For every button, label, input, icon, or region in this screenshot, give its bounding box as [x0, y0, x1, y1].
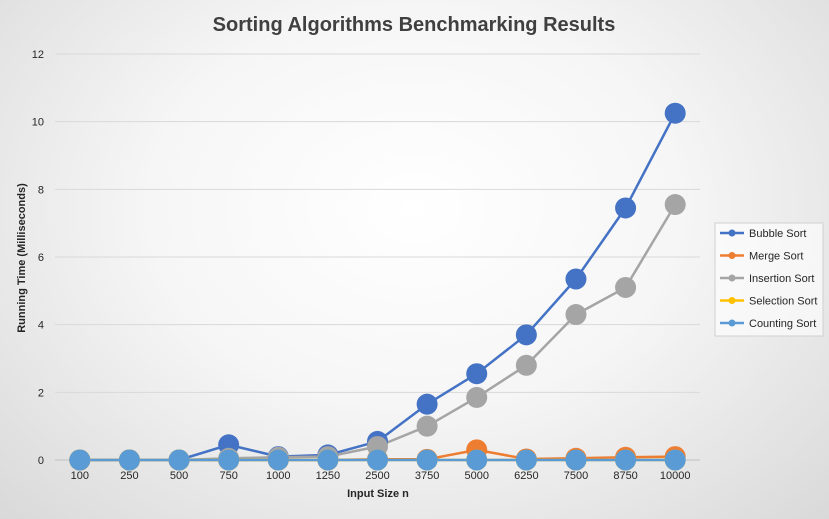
data-point-bubble-sort — [615, 197, 637, 219]
data-point-counting-sort — [168, 449, 190, 471]
series-line-bubble-sort — [79, 112, 677, 462]
legend-label-counting-sort: Counting Sort — [749, 318, 816, 330]
data-point-bubble-sort — [515, 324, 537, 346]
x-tick-label: 2500 — [365, 470, 389, 482]
data-point-insertion-sort — [615, 276, 637, 298]
y-tick-label: 4 — [38, 320, 44, 332]
y-tick-label: 12 — [32, 49, 44, 61]
data-point-bubble-sort — [565, 268, 587, 290]
legend-label-insertion-sort: Insertion Sort — [749, 273, 814, 285]
series-lines — [79, 112, 677, 462]
data-point-counting-sort — [367, 449, 388, 471]
series-points — [69, 102, 686, 471]
data-point-counting-sort — [69, 449, 91, 471]
y-tick-label: 2 — [38, 387, 44, 399]
y-tick-label: 6 — [38, 252, 44, 264]
legend-label-selection-sort: Selection Sort — [749, 296, 817, 308]
legend-label-bubble-sort: Bubble Sort — [749, 228, 806, 240]
data-point-bubble-sort — [416, 393, 438, 415]
data-point-bubble-sort — [466, 363, 488, 385]
x-tick-label: 6250 — [514, 470, 538, 482]
x-tick-label: 1000 — [266, 470, 290, 482]
data-point-insertion-sort — [515, 354, 537, 376]
data-point-insertion-sort — [466, 386, 488, 408]
legend-marker-selection-sort — [728, 297, 736, 304]
gridlines — [55, 53, 700, 461]
x-axis-ticks: 100 250 500 750 1000 1250 2500 3750 5000 6250 7500… — [71, 470, 691, 482]
data-point-counting-sort — [615, 449, 637, 471]
x-tick-label: 5000 — [464, 470, 488, 482]
legend-marker-insertion-sort — [728, 274, 736, 282]
y-axis-ticks: 0 2 4 6 8 10 12 — [32, 49, 44, 467]
data-point-counting-sort — [317, 449, 339, 471]
data-point-bubble-sort — [664, 102, 686, 124]
data-point-counting-sort — [664, 449, 686, 471]
data-point-insertion-sort — [565, 304, 587, 326]
x-tick-label: 10000 — [660, 470, 691, 482]
data-point-counting-sort — [515, 449, 537, 471]
y-tick-label: 8 — [38, 184, 44, 196]
legend-label-merge-sort: Merge Sort — [749, 251, 803, 263]
legend-marker-bubble-sort — [728, 229, 736, 237]
data-point-counting-sort — [118, 449, 140, 471]
x-tick-label: 250 — [120, 470, 138, 482]
x-tick-label: 3750 — [415, 470, 439, 482]
legend-marker-counting-sort — [728, 319, 736, 327]
x-tick-label: 500 — [170, 470, 188, 482]
data-point-counting-sort — [565, 449, 587, 471]
y-tick-label: 10 — [32, 117, 44, 129]
x-tick-label: 100 — [71, 470, 89, 482]
x-tick-label: 1250 — [316, 470, 340, 482]
legend-marker-merge-sort — [728, 252, 736, 259]
data-point-insertion-sort — [664, 194, 686, 216]
legend: Bubble Sort Merge Sort Insertion Sort Selec… — [714, 222, 824, 337]
x-tick-label: 8750 — [613, 470, 637, 482]
data-point-insertion-sort — [416, 415, 438, 437]
y-axis-label: Running Time (Milliseconds) — [16, 183, 28, 333]
y-tick-label: 0 — [38, 455, 44, 467]
chart-title: Sorting Algorithms Benchmarking Results — [213, 14, 616, 36]
data-point-counting-sort — [466, 449, 488, 471]
data-point-counting-sort — [267, 449, 289, 471]
data-point-counting-sort — [416, 449, 438, 471]
data-point-counting-sort — [218, 449, 240, 471]
x-axis-label: Input Size n — [347, 488, 409, 500]
x-tick-label: 7500 — [564, 470, 588, 482]
x-tick-label: 750 — [219, 470, 237, 482]
series-line-insertion-sort — [79, 203, 677, 462]
